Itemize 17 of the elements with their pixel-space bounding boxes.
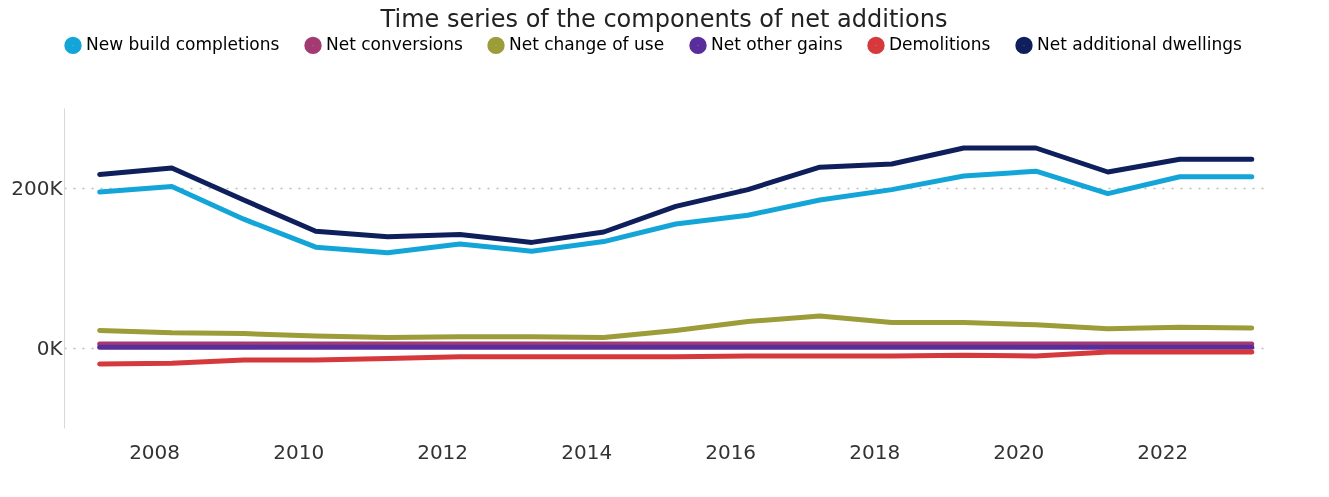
y-tick-label: 200K	[11, 175, 64, 200]
legend-label: Demolitions	[889, 34, 991, 55]
x-tick-label: 2014	[561, 439, 613, 464]
legend-label: Net additional dwellings	[1037, 34, 1242, 55]
chart-title: Time series of the components of net additions	[379, 5, 948, 33]
legend-label: Net other gains	[711, 34, 843, 55]
y-tick-label: 0K	[36, 335, 64, 360]
x-tick-label: 2022	[1137, 439, 1189, 464]
x-tick-label: 2018	[849, 439, 901, 464]
x-tick-label: 2012	[417, 439, 469, 464]
legend-label: Net conversions	[326, 34, 464, 55]
x-tick-label: 2016	[705, 439, 757, 464]
legend-label: New build completions	[86, 34, 280, 55]
x-tick-label: 2008	[129, 439, 181, 464]
legend-label: Net change of use	[509, 34, 665, 55]
x-tick-label: 2020	[993, 439, 1045, 464]
x-tick-label: 2010	[273, 439, 325, 464]
